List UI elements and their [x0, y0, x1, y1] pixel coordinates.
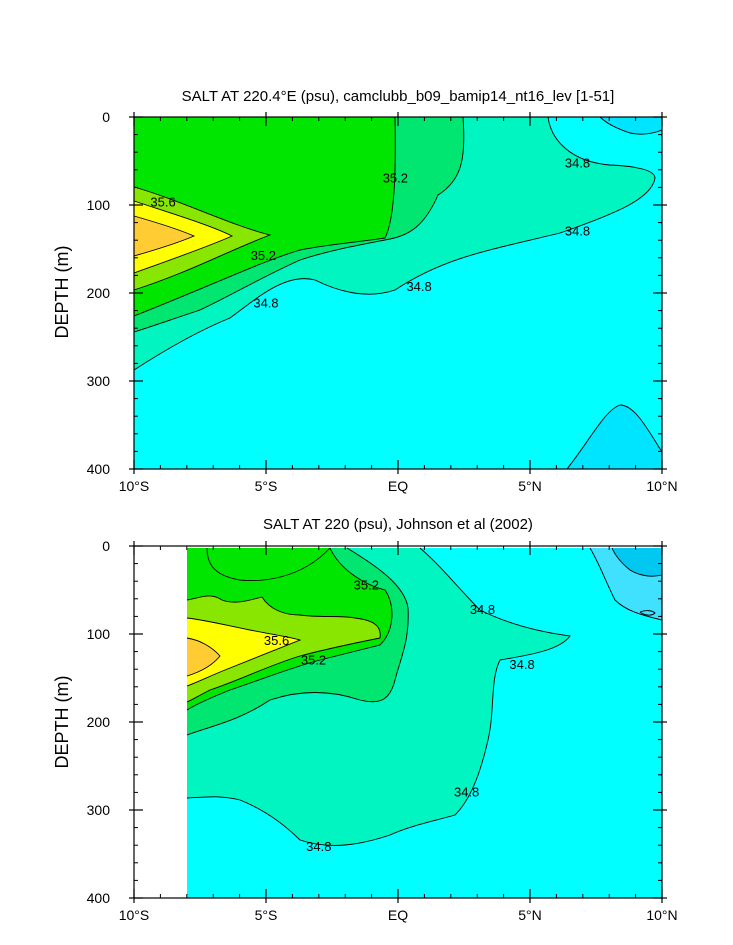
y-tick-label: 400: [87, 890, 111, 906]
x-tick-label: 5°N: [518, 907, 542, 923]
contour-label: 34.8: [565, 223, 590, 238]
panel-bottom-axes: 10°S 5°S EQ 5°N 10°N 0 100 200 300 400: [87, 538, 678, 923]
contour-35.6: [133, 200, 234, 274]
contour-35.8: [133, 215, 196, 257]
y-tick-label: 100: [87, 197, 111, 213]
x-tick-label: 10°S: [119, 478, 150, 494]
contour-label: 34.8: [253, 296, 278, 311]
y-tick-label: 300: [87, 373, 111, 389]
contour-34.8: [133, 116, 656, 371]
y-tick-label: 0: [102, 109, 110, 125]
x-tick-label: EQ: [388, 478, 408, 494]
panel-top-axes: 10°S 5°S EQ 5°N 10°N 0 100 200 300 400: [87, 109, 678, 494]
contour-35.2: [133, 116, 396, 317]
panel-top-contours: [133, 116, 663, 470]
contour-label: 35.6: [150, 194, 175, 209]
y-tick-label: 400: [87, 461, 111, 477]
contour-35.6: [186, 617, 302, 687]
contour-34.4-northeast: [611, 547, 663, 577]
contour-label: 34.8: [565, 156, 590, 171]
x-tick-label: EQ: [388, 907, 408, 923]
contour-34.6-top: [599, 116, 663, 135]
x-tick-label: 10°N: [646, 907, 677, 923]
x-tick-label: 5°N: [518, 478, 542, 494]
panel-bottom-contour-labels: 35.2 35.6 35.2 34.8 34.8 34.8 34.8: [264, 578, 535, 854]
fill-35.8: [134, 216, 194, 256]
contour-label: 35.2: [251, 248, 276, 263]
fill-35.6: [187, 618, 300, 686]
contour-label: 34.8: [406, 279, 431, 294]
panel-bottom-fills: [187, 548, 662, 898]
contour-34.6-small-loop: [639, 610, 656, 616]
contour-35.4: [186, 595, 381, 703]
x-tick-label: 5°S: [255, 478, 278, 494]
contour-label: 34.8: [509, 657, 534, 672]
contour-label: 34.8: [454, 784, 479, 799]
y-tick-label: 100: [87, 626, 111, 642]
fill-35.8: [187, 638, 220, 676]
contour-label: 35.6: [264, 633, 289, 648]
contour-label: 35.2: [383, 171, 408, 186]
contour-34.6-northeast: [589, 547, 663, 621]
fill-35.2: [134, 117, 396, 316]
contour-34.6-deep: [566, 404, 663, 470]
panel-top-contour-labels: 35.6 35.2 35.2 34.8 34.8 34.8 34.8: [150, 156, 590, 311]
panel-top-title: SALT AT 220.4°E (psu), camclubb_b09_bami…: [182, 88, 615, 105]
y-tick-label: 300: [87, 802, 111, 818]
panel-bottom: SALT AT 220 (psu), Johnson et al (2002) …: [52, 516, 678, 923]
panel-top: SALT AT 220.4°E (psu), camclubb_b09_bami…: [52, 88, 678, 494]
contour-label: 34.8: [470, 602, 495, 617]
y-tick-label: 0: [102, 538, 110, 554]
x-tick-label: 10°S: [119, 907, 150, 923]
fill-34.2-northeast: [612, 548, 662, 577]
contour-35.0: [133, 116, 465, 333]
panel-top-ylabel: DEPTH (m): [52, 246, 72, 339]
contour-35.4: [133, 186, 272, 291]
x-tick-label: 10°N: [646, 478, 677, 494]
contour-label: 35.2: [301, 652, 326, 667]
panel-bottom-title: SALT AT 220 (psu), Johnson et al (2002): [263, 516, 533, 533]
x-tick-label: 5°S: [255, 907, 278, 923]
panel-bottom-contours: [186, 547, 663, 846]
contour-label: 35.2: [354, 578, 379, 593]
fill-34.4-top-right: [600, 117, 662, 135]
panel-bottom-ylabel: DEPTH (m): [52, 676, 72, 769]
contour-35.0: [186, 547, 409, 736]
contour-label: 34.8: [306, 839, 331, 854]
contour-35.8: [186, 637, 221, 677]
fill-34.4-deep-right: [567, 405, 662, 469]
y-tick-label: 200: [87, 285, 111, 301]
fill-35.4: [187, 595, 381, 702]
contour-35.2: [186, 547, 393, 711]
contour-34.8: [186, 547, 571, 846]
y-tick-label: 200: [87, 714, 111, 730]
panel-top-fills: [134, 117, 662, 469]
